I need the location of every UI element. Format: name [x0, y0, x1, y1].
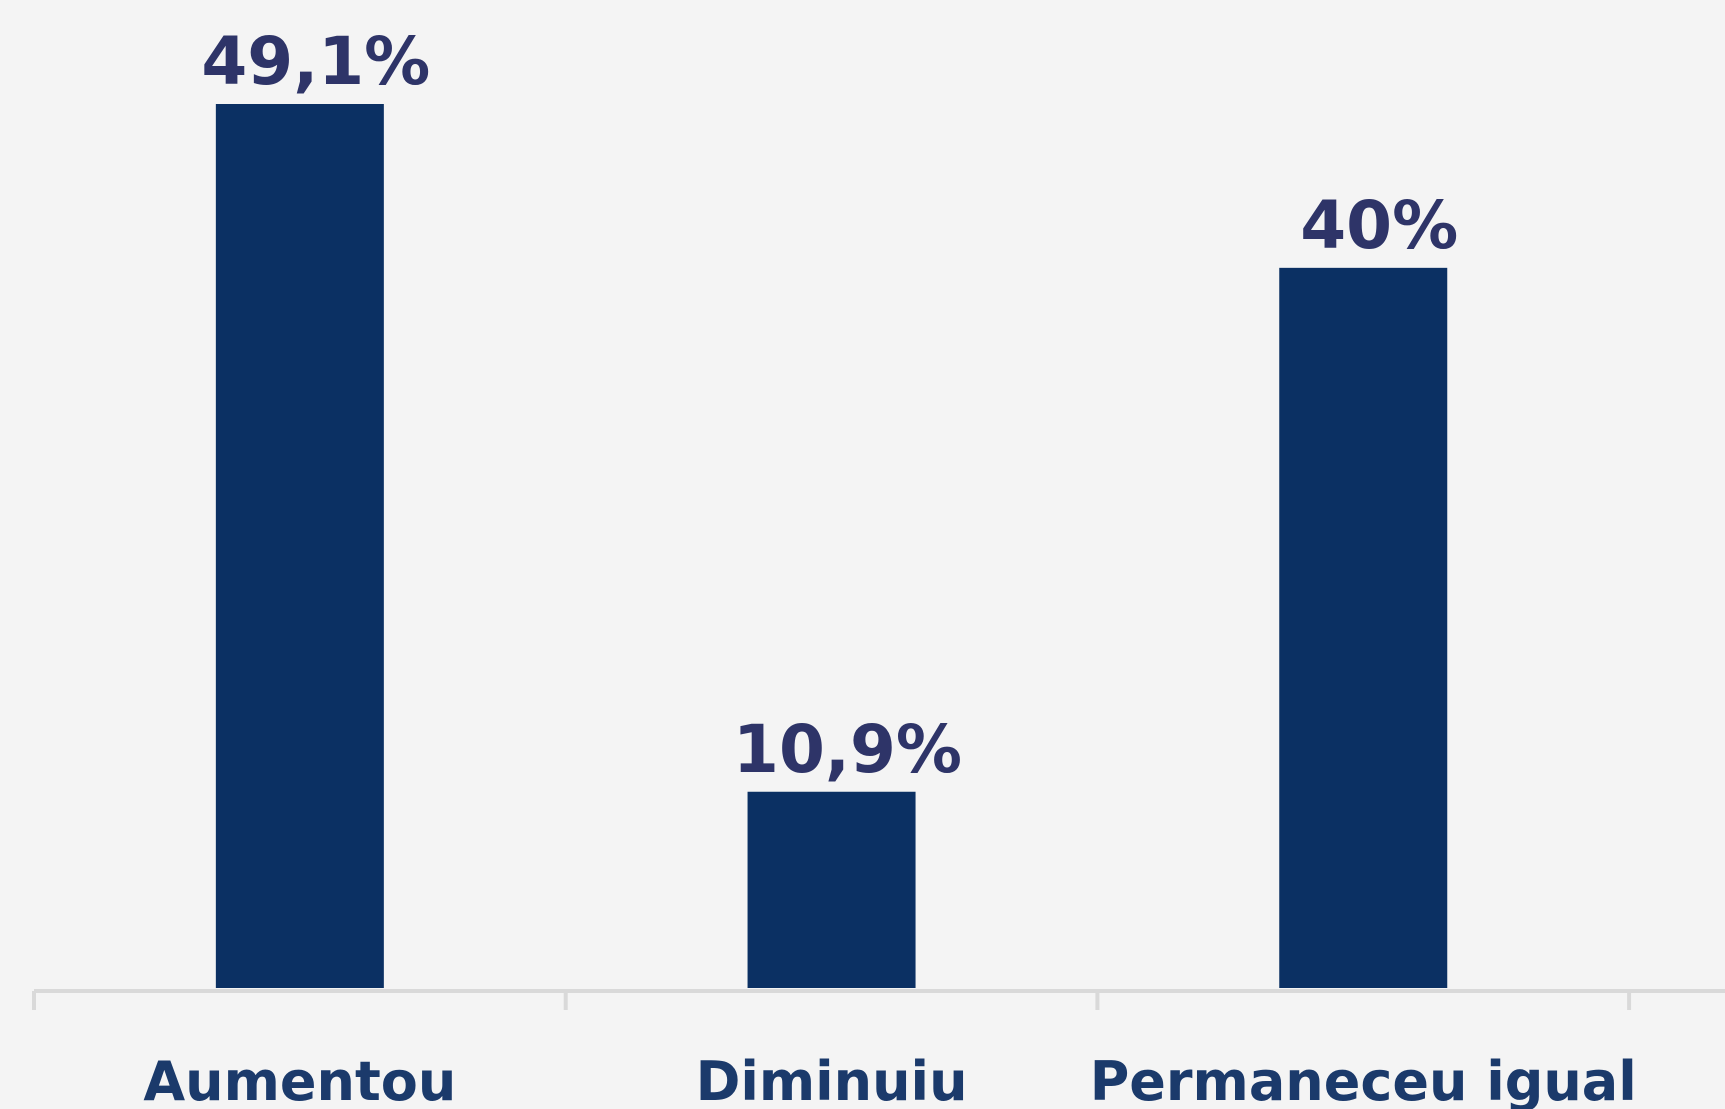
x-tick-label: Permaneceu igual: [1090, 1050, 1637, 1109]
bar: [1279, 267, 1448, 989]
value-label: 10,9%: [733, 711, 962, 788]
value-label: 40%: [1300, 187, 1458, 264]
x-tick-label: Aumentou: [143, 1050, 456, 1109]
x-tick-label: Diminuiu: [696, 1050, 968, 1109]
bar: [747, 791, 916, 988]
value-label: 49,1%: [201, 23, 430, 100]
bar: [215, 104, 384, 988]
